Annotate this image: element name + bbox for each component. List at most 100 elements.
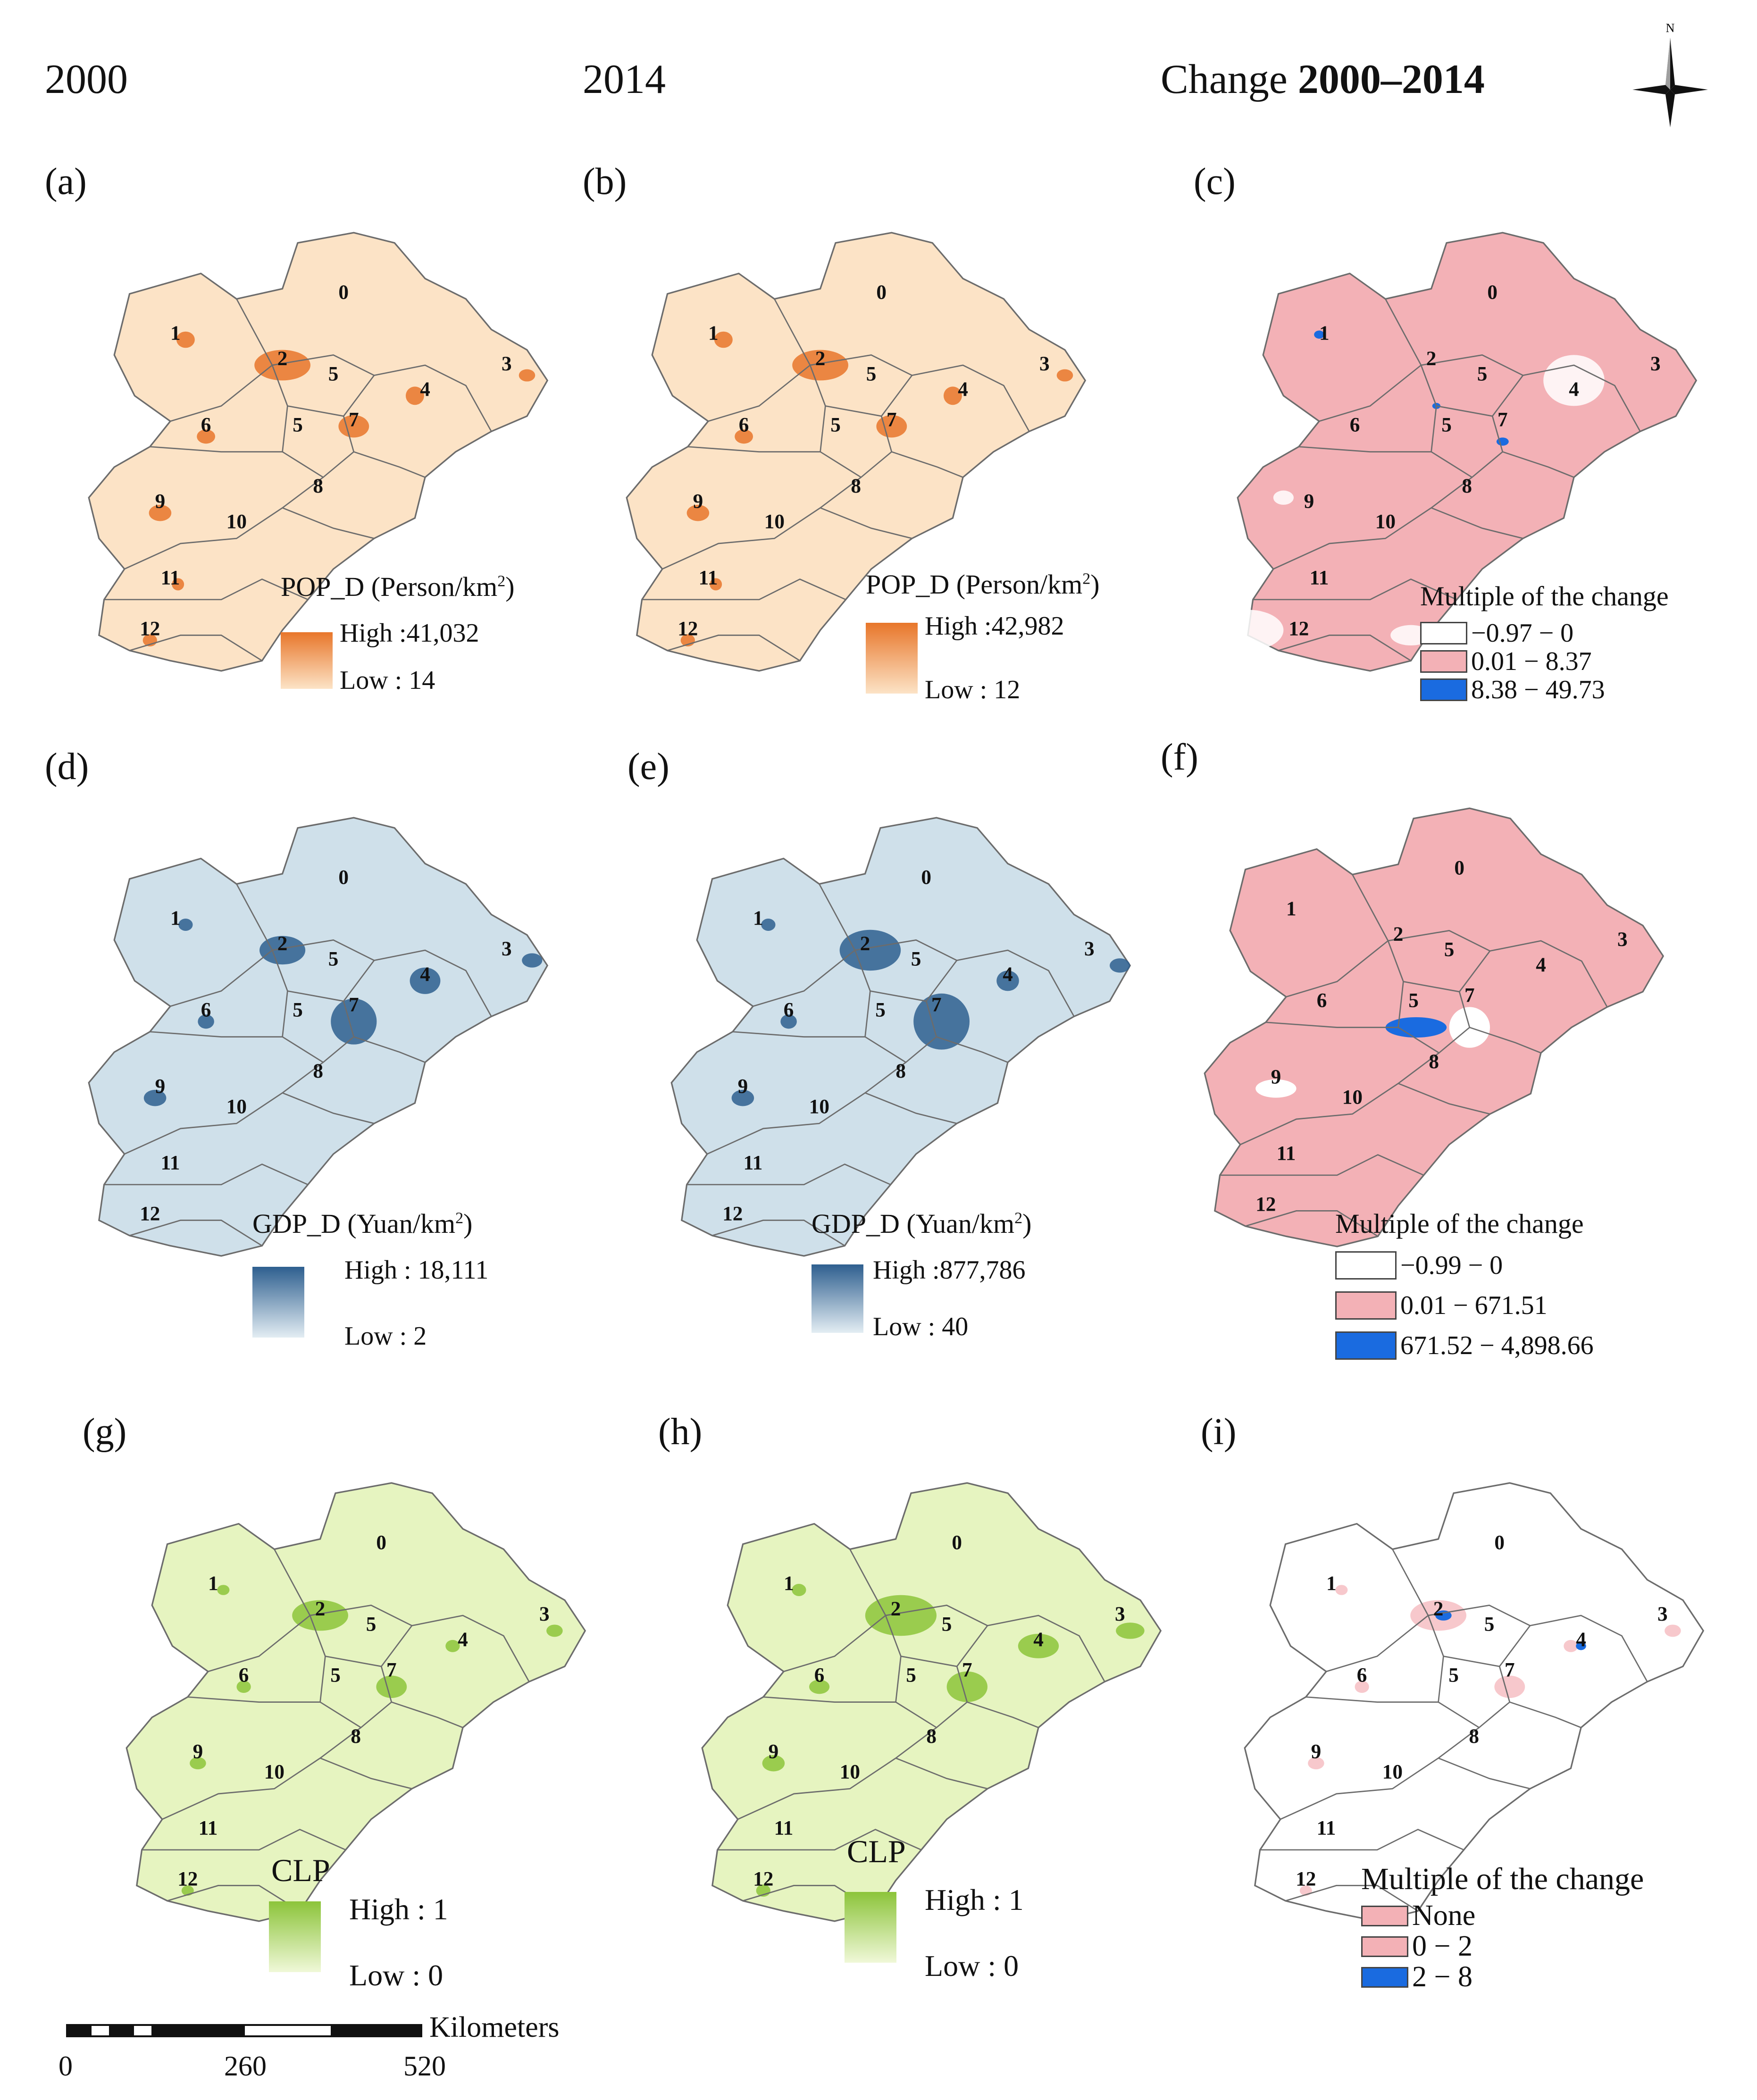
region-label: 4 <box>458 1629 468 1651</box>
panel-a: (a) 0 1 2 3 4 5 5 6 7 8 9 10 11 12 POP_D (Person/km2)… <box>45 160 602 816</box>
panel-f: (f) 0 1 2 3 4 5 5 6 7 8 9 10 11 12 Multiple of the ch… <box>1161 736 1717 1392</box>
region-label: 6 <box>201 999 211 1021</box>
region-label: 11 <box>699 567 718 589</box>
region-label: 4 <box>420 963 430 986</box>
region-label: 5 <box>1448 1664 1459 1686</box>
region-label: 2 <box>1426 348 1437 370</box>
legend-high: High :41,032 <box>340 619 479 648</box>
district-boundary <box>1530 1615 1648 1682</box>
scale-bar-tick: 260 <box>224 2050 267 2082</box>
hotspot <box>149 504 172 521</box>
region-label: 9 <box>1271 1066 1281 1088</box>
district-boundary <box>104 1163 309 1186</box>
scale-bar-segment <box>243 2024 333 2037</box>
district-boundary <box>1305 1696 1439 1703</box>
region-label: 5 <box>1408 989 1419 1012</box>
legend-class-label: 0 − 2 <box>1412 1930 1473 1962</box>
hotspot <box>198 1014 214 1029</box>
region-label: 3 <box>1657 1603 1668 1625</box>
district-boundary <box>1458 991 1541 1054</box>
district-boundary <box>1438 1757 1531 1790</box>
hotspot <box>1116 1623 1145 1639</box>
legend-class-row: −0.99 − 0 <box>1335 1250 1503 1280</box>
region-label: 4 <box>1536 954 1546 976</box>
column-header-2014: 2014 <box>583 57 666 102</box>
hotspot <box>190 1757 206 1770</box>
legend-class-row: 8.38 − 49.73 <box>1420 675 1605 705</box>
region-label: 12 <box>678 618 698 640</box>
hotspot <box>946 1671 987 1702</box>
district-boundary <box>1280 1727 1480 1820</box>
hotspot <box>762 1755 785 1772</box>
district-boundary <box>1265 1021 1398 1028</box>
legend-class-row: 0.01 − 671.51 <box>1335 1290 1548 1321</box>
district-boundary <box>1398 1083 1490 1115</box>
region-label: 1 <box>1319 322 1330 344</box>
legend-swatch <box>1361 1936 1408 1957</box>
region-label: 3 <box>539 1603 550 1625</box>
region-label: 8 <box>851 475 861 497</box>
hotspot <box>522 953 543 968</box>
panel-label: (g) <box>83 1411 127 1453</box>
panel-label: (e) <box>628 746 669 787</box>
legend-low: Low : 40 <box>873 1312 969 1341</box>
hotspot <box>839 929 901 971</box>
region-label: 4 <box>958 378 968 401</box>
legend-title: Multiple of the change <box>1361 1862 1644 1896</box>
region-label: 2 <box>1393 923 1404 945</box>
legend-color-ramp <box>812 1264 863 1333</box>
district-boundary <box>956 1666 1039 1728</box>
region-label: 9 <box>193 1740 203 1763</box>
district-boundary <box>687 446 820 452</box>
region-label: 12 <box>1288 618 1309 640</box>
column-header-change-years: 2000–2014 <box>1297 57 1485 102</box>
district-boundary <box>1298 446 1431 452</box>
region-label: 5 <box>866 363 877 385</box>
hotspot <box>1494 1675 1525 1698</box>
region-label: 12 <box>722 1203 743 1225</box>
region-label: 10 <box>264 1761 284 1783</box>
hotspot <box>236 1681 251 1693</box>
district-boundary <box>783 1615 886 1673</box>
legend-title-end: ) <box>463 1208 473 1239</box>
region-label: 3 <box>502 938 512 960</box>
region-label: 11 <box>1277 1142 1296 1164</box>
district-boundary <box>865 1092 957 1124</box>
legend-title-end: ) <box>1090 569 1100 600</box>
region-label: 10 <box>809 1096 829 1118</box>
legend-swatch <box>1361 1905 1408 1926</box>
legend-title-superscript: 2 <box>1082 570 1091 588</box>
district-boundary <box>208 1615 310 1673</box>
legend-swatch <box>1420 622 1467 644</box>
district-boundary <box>374 949 492 1017</box>
district-boundary <box>820 507 912 539</box>
scale-bar-tick: 520 <box>403 2050 446 2082</box>
column-header-change-prefix: Change <box>1161 57 1298 102</box>
district-boundary <box>129 1220 263 1247</box>
region-label: 7 <box>349 409 359 431</box>
region-label: 5 <box>293 414 303 436</box>
region-label: 8 <box>1462 475 1472 497</box>
scale-bar-segment <box>90 2024 111 2037</box>
district-boundary <box>320 1757 412 1790</box>
legend-swatch <box>1420 678 1467 701</box>
region-label: 9 <box>155 490 166 512</box>
region-label: 5 <box>875 999 886 1021</box>
negative-change-area <box>1255 1079 1297 1098</box>
region-label: 12 <box>1296 1868 1316 1890</box>
region-label: 3 <box>1115 1603 1125 1625</box>
hotspot <box>780 1014 797 1029</box>
district-boundary <box>707 1062 906 1155</box>
region-label: 11 <box>744 1152 763 1174</box>
legend-title-superscript: 2 <box>455 1209 464 1227</box>
district-boundary <box>854 950 958 1002</box>
district-boundary <box>1491 416 1574 478</box>
region-label: 12 <box>1255 1193 1276 1215</box>
region-label: 5 <box>906 1664 916 1686</box>
region-label: 9 <box>1304 490 1314 512</box>
legend-title: CLP <box>847 1833 906 1869</box>
district-boundary <box>236 298 375 376</box>
legend-swatch <box>1420 650 1467 673</box>
region-label: 1 <box>1286 898 1297 920</box>
